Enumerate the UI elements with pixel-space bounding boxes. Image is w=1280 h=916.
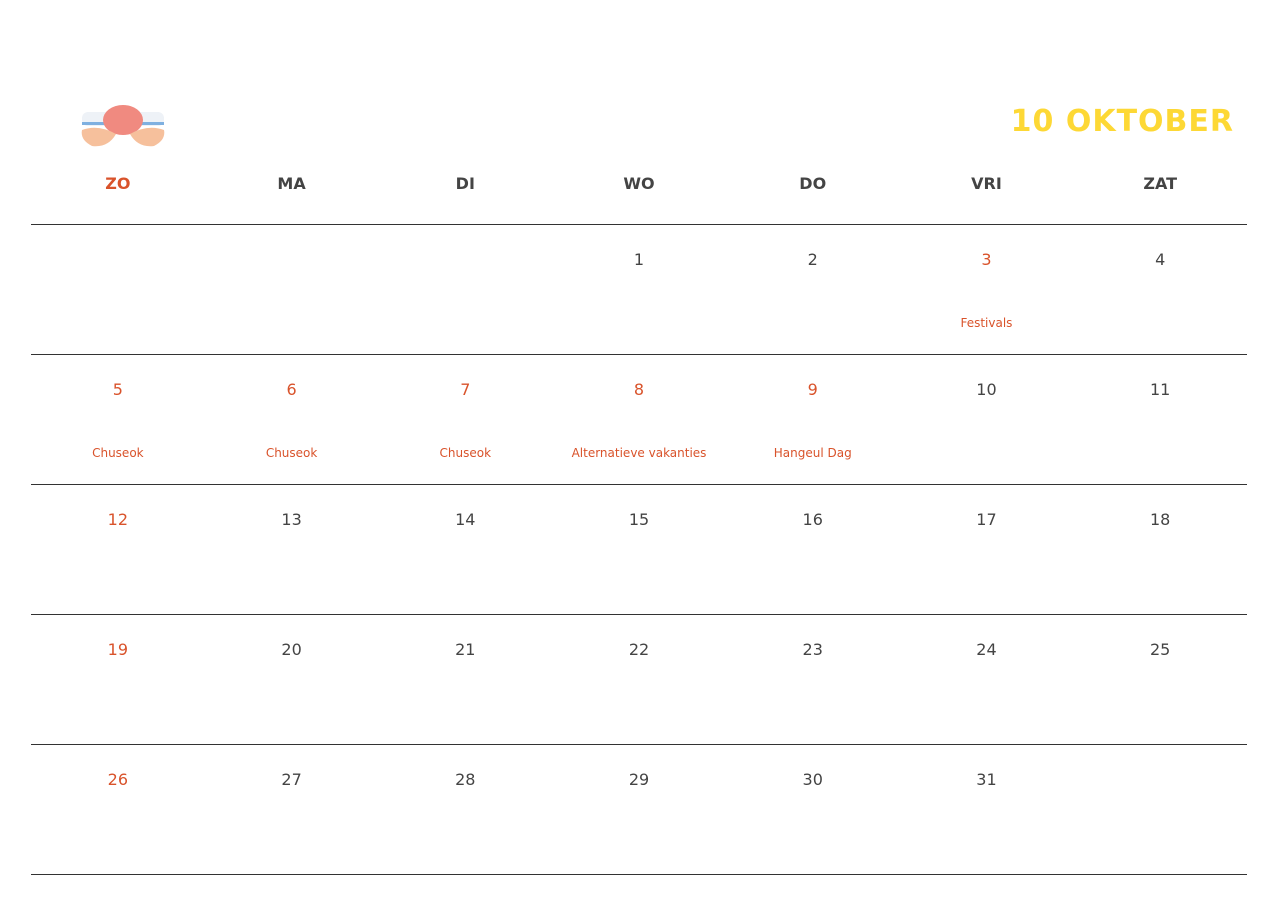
day-number: 29 — [628, 770, 650, 789]
day-cell — [31, 225, 205, 354]
week-row: 5 Chuseok 6 Chuseok 7 Chuseok 8 Alternatieve va… — [31, 355, 1247, 485]
week-row: 1 2 3 Festivals 4 — [31, 225, 1247, 355]
day-number: 6 — [286, 380, 297, 399]
weekday-vri: VRI — [971, 174, 1002, 193]
day-number: 15 — [628, 510, 650, 529]
event-label: Chuseok — [92, 446, 144, 460]
day-cell — [1073, 745, 1247, 874]
day-number: 21 — [455, 640, 476, 659]
day-cell[interactable]: 28 — [378, 745, 552, 874]
day-cell[interactable]: 18 — [1073, 485, 1247, 614]
day-number: 3 — [981, 250, 992, 269]
day-number: 9 — [807, 380, 818, 399]
day-cell — [378, 225, 552, 354]
day-cell[interactable]: 30 — [726, 745, 900, 874]
day-cell[interactable]: 31 — [900, 745, 1074, 874]
day-cell[interactable]: 4 — [1073, 225, 1247, 354]
day-number: 20 — [281, 640, 302, 659]
day-number: 26 — [107, 770, 129, 789]
day-cell[interactable]: 25 — [1073, 615, 1247, 744]
day-number: 17 — [976, 510, 997, 529]
day-number: 27 — [281, 770, 302, 789]
day-cell[interactable]: 20 — [205, 615, 379, 744]
weekday-wo: WO — [623, 174, 655, 193]
day-cell[interactable]: 26 — [31, 745, 205, 874]
day-cell[interactable]: 1 — [552, 225, 726, 354]
day-number: 10 — [976, 380, 997, 399]
day-cell[interactable]: 7 Chuseok — [378, 355, 552, 484]
weekday-zo: ZO — [105, 174, 131, 193]
day-number: 14 — [455, 510, 476, 529]
day-number: 4 — [1155, 250, 1166, 269]
day-number: 28 — [455, 770, 476, 789]
day-cell[interactable]: 8 Alternatieve vakanties — [552, 355, 726, 484]
day-cell[interactable]: 24 — [900, 615, 1074, 744]
calendar-grid: ZO MA DI WO DO VRI ZAT 1 2 3 Festivals 4 5 Chuseok 6 C… — [31, 164, 1247, 875]
day-number: 24 — [976, 640, 997, 659]
day-number: 2 — [807, 250, 818, 269]
day-cell[interactable]: 10 — [900, 355, 1074, 484]
day-cell[interactable]: 15 — [552, 485, 726, 614]
weekday-do: DO — [799, 174, 827, 193]
event-label: Festivals — [960, 316, 1013, 330]
day-cell[interactable]: 14 — [378, 485, 552, 614]
day-cell[interactable]: 3 Festivals — [900, 225, 1074, 354]
day-number: 5 — [112, 380, 123, 399]
day-cell[interactable]: 9 Hangeul Dag — [726, 355, 900, 484]
day-cell[interactable]: 23 — [726, 615, 900, 744]
weekday-header: ZO MA DI WO DO VRI ZAT — [31, 164, 1247, 225]
month-title: 10 OKTOBER — [1010, 104, 1234, 139]
day-cell[interactable]: 17 — [900, 485, 1074, 614]
week-row: 19 20 21 22 23 24 25 — [31, 615, 1247, 745]
day-number: 13 — [281, 510, 302, 529]
day-cell[interactable]: 19 — [31, 615, 205, 744]
day-cell[interactable]: 13 — [205, 485, 379, 614]
day-number: 22 — [628, 640, 650, 659]
day-cell[interactable]: 16 — [726, 485, 900, 614]
day-number: 25 — [1149, 640, 1171, 659]
day-cell[interactable]: 27 — [205, 745, 379, 874]
day-number: 18 — [1149, 510, 1171, 529]
weekday-di: DI — [455, 174, 475, 193]
hands-holding-brain-icon — [81, 105, 165, 147]
day-cell[interactable]: 21 — [378, 615, 552, 744]
day-cell[interactable]: 2 — [726, 225, 900, 354]
week-row: 12 13 14 15 16 17 18 — [31, 485, 1247, 615]
day-cell[interactable]: 12 — [31, 485, 205, 614]
day-number: 30 — [802, 770, 823, 789]
week-row: 26 27 28 29 30 31 — [31, 745, 1247, 875]
day-cell[interactable]: 29 — [552, 745, 726, 874]
day-number: 16 — [802, 510, 823, 529]
day-number: 23 — [802, 640, 823, 659]
day-number: 1 — [633, 250, 645, 269]
day-cell[interactable]: 5 Chuseok — [31, 355, 205, 484]
weekday-zat: ZAT — [1143, 174, 1177, 193]
day-number: 12 — [107, 510, 129, 529]
day-cell[interactable]: 6 Chuseok — [205, 355, 379, 484]
day-number: 31 — [976, 770, 997, 789]
event-label: Hangeul Dag — [773, 446, 852, 460]
event-label: Alternatieve vakanties — [571, 446, 707, 460]
day-number: 8 — [633, 380, 645, 399]
day-cell[interactable]: 22 — [552, 615, 726, 744]
day-cell[interactable]: 11 — [1073, 355, 1247, 484]
weekday-ma: MA — [277, 174, 306, 193]
event-label: Chuseok — [265, 446, 318, 460]
day-number: 11 — [1149, 380, 1171, 399]
day-number: 19 — [107, 640, 129, 659]
event-label: Chuseok — [439, 446, 492, 460]
day-cell — [205, 225, 379, 354]
day-number: 7 — [460, 380, 471, 399]
